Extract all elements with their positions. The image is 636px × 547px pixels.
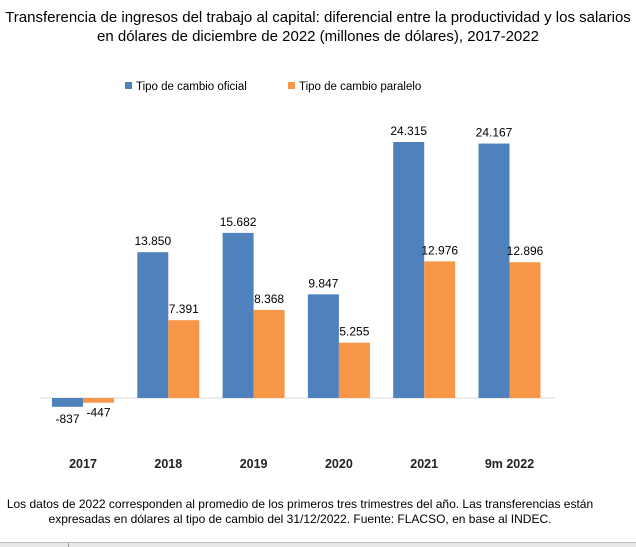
bottom-scrollbar[interactable]: [0, 542, 636, 547]
bar: [393, 142, 425, 398]
chart-note: Los datos de 2022 corresponden al promed…: [6, 497, 594, 526]
data-label: 12.896: [507, 244, 544, 258]
data-label: 7.391: [169, 302, 199, 316]
data-label: 5.255: [339, 325, 369, 339]
bar: [253, 309, 285, 398]
bar: [478, 143, 510, 398]
x-tick-label: 2019: [240, 457, 268, 471]
x-tick-label: 9m 2022: [485, 457, 534, 471]
x-tick-label: 2018: [154, 457, 182, 471]
legend-swatch: [125, 82, 132, 89]
bar: [137, 252, 169, 398]
bar: [52, 398, 83, 407]
data-label: 8.368: [254, 292, 284, 306]
bar: [83, 398, 114, 403]
bar: [424, 261, 456, 398]
data-label: 24.167: [476, 126, 513, 140]
bar: [168, 320, 200, 398]
bar: [222, 232, 254, 398]
bar-chart: Tipo de cambio oficial Tipo de cambio par…: [40, 81, 555, 471]
legend-label: Tipo de cambio paralelo: [299, 81, 421, 93]
chart-title: Transferencia de ingresos del trabajo al…: [5, 9, 631, 45]
x-tick-label: 2020: [325, 457, 353, 471]
data-label: 15.682: [220, 215, 257, 229]
bar: [338, 342, 370, 398]
x-tick-label: 2017: [69, 457, 97, 471]
data-label: 12.976: [421, 243, 458, 257]
legend-swatch: [288, 82, 295, 89]
legend-label: Tipo de cambio oficial: [136, 81, 247, 93]
data-label: 9.847: [308, 276, 338, 290]
data-label: 24.315: [390, 124, 427, 138]
x-tick-label: 2021: [410, 457, 438, 471]
bar: [509, 262, 541, 398]
data-label: -837: [55, 412, 79, 426]
bar: [307, 294, 339, 398]
data-label: 13.850: [134, 234, 171, 248]
data-label: -447: [86, 406, 110, 420]
